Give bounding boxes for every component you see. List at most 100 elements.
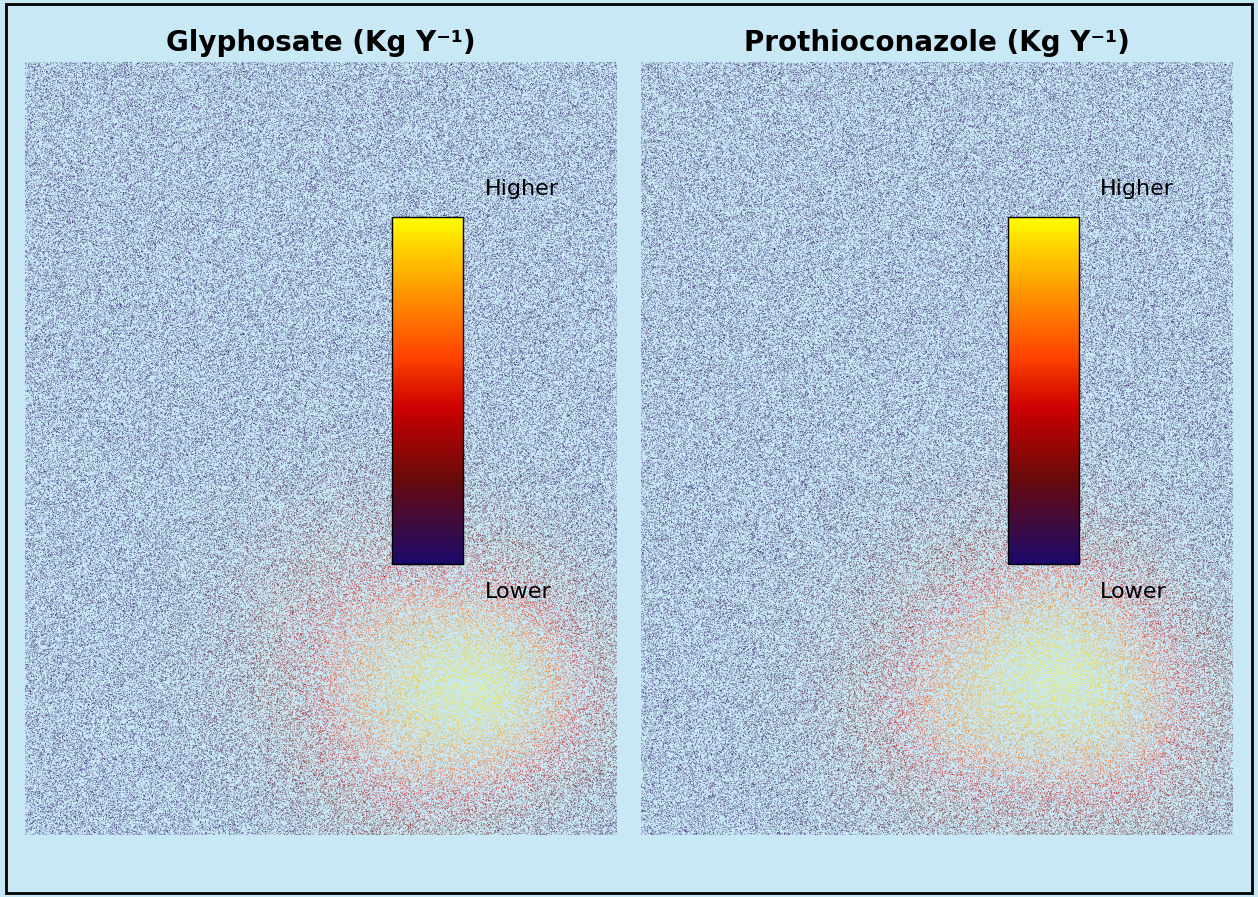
Point — [186, 776, 206, 790]
Point — [941, 100, 961, 115]
Point — [141, 256, 161, 270]
Point — [664, 375, 684, 389]
Point — [803, 763, 823, 778]
Point — [649, 223, 669, 238]
Point — [493, 813, 513, 827]
Point — [399, 306, 419, 320]
Point — [42, 496, 62, 510]
Point — [1069, 615, 1089, 630]
Point — [696, 396, 716, 411]
Point — [74, 245, 94, 259]
Point — [106, 370, 126, 385]
Point — [767, 79, 788, 93]
Point — [789, 145, 809, 160]
Point — [811, 762, 832, 777]
Point — [135, 124, 155, 138]
Point — [564, 749, 584, 763]
Point — [642, 772, 662, 787]
Point — [361, 452, 381, 466]
Point — [632, 750, 652, 764]
Point — [364, 311, 384, 326]
Point — [989, 135, 1009, 150]
Point — [1161, 474, 1181, 488]
Point — [252, 235, 272, 249]
Point — [24, 374, 44, 388]
Point — [167, 164, 187, 179]
Point — [1010, 778, 1030, 792]
Point — [502, 732, 522, 746]
Point — [920, 502, 940, 517]
Point — [935, 648, 955, 662]
Point — [538, 286, 559, 300]
Point — [181, 379, 201, 394]
Point — [1069, 148, 1089, 162]
Point — [1037, 522, 1057, 536]
Point — [15, 230, 35, 244]
Point — [766, 536, 786, 550]
Point — [795, 450, 815, 465]
Point — [572, 574, 593, 588]
Point — [1204, 770, 1224, 784]
Point — [860, 102, 881, 117]
Point — [200, 742, 220, 756]
Point — [693, 60, 713, 74]
Point — [1141, 74, 1161, 88]
Point — [810, 201, 830, 215]
Point — [1078, 353, 1098, 367]
Point — [837, 287, 857, 301]
Point — [385, 186, 405, 200]
Point — [756, 709, 776, 723]
Point — [199, 475, 219, 490]
Point — [425, 100, 445, 114]
Point — [52, 207, 72, 222]
Point — [479, 466, 499, 480]
Point — [452, 763, 472, 778]
Point — [198, 614, 218, 628]
Point — [642, 762, 662, 776]
Point — [559, 440, 579, 455]
Point — [296, 691, 316, 705]
Point — [473, 558, 493, 572]
Point — [1206, 223, 1227, 238]
Point — [562, 296, 582, 310]
Point — [200, 527, 220, 542]
Point — [484, 300, 504, 314]
Point — [78, 185, 98, 199]
Point — [593, 73, 613, 87]
Point — [686, 234, 706, 248]
Point — [123, 605, 143, 619]
Point — [434, 535, 454, 549]
Point — [673, 517, 693, 531]
Point — [1034, 261, 1054, 275]
Point — [240, 496, 260, 510]
Point — [538, 309, 559, 323]
Point — [906, 448, 926, 462]
Point — [109, 633, 130, 648]
Point — [960, 138, 980, 152]
Point — [749, 263, 769, 277]
Point — [478, 734, 498, 748]
Point — [88, 151, 108, 165]
Point — [979, 751, 999, 765]
Point — [1093, 709, 1113, 723]
Point — [555, 776, 575, 790]
Point — [727, 160, 747, 174]
Point — [894, 809, 915, 823]
Point — [415, 252, 435, 266]
Point — [902, 433, 922, 448]
Point — [721, 370, 741, 384]
Point — [1066, 55, 1086, 69]
Point — [784, 447, 804, 461]
Point — [408, 366, 428, 380]
Point — [1098, 589, 1118, 604]
Point — [418, 139, 438, 153]
Point — [92, 502, 112, 517]
Point — [492, 715, 512, 729]
Point — [72, 401, 92, 415]
Point — [229, 136, 249, 151]
Point — [1054, 140, 1074, 154]
Point — [774, 692, 794, 706]
Point — [454, 750, 474, 764]
Point — [681, 350, 701, 364]
Point — [1171, 396, 1191, 411]
